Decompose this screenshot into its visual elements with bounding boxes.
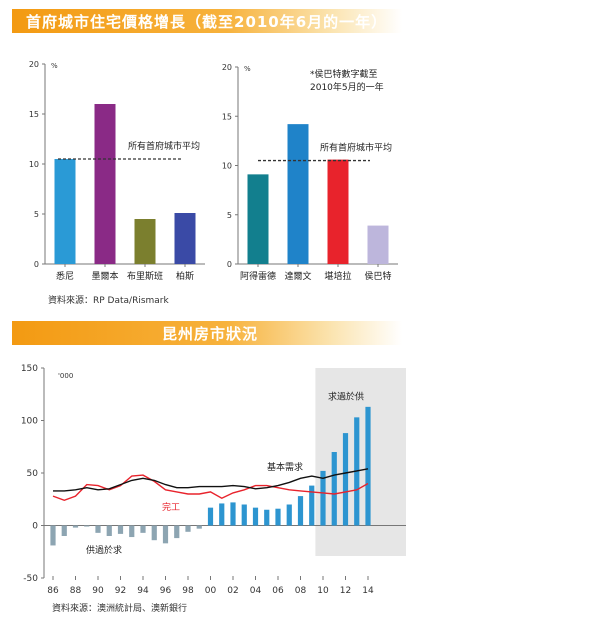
left-chart-bar xyxy=(134,219,156,264)
source-note-price-growth: 資料來源：RP Data/Rismark xyxy=(48,296,169,306)
combo-x-tick-label: 94 xyxy=(137,586,149,596)
section-banner-qld-market: 昆州房市狀況 xyxy=(12,321,402,345)
combo-x-tick-label: 06 xyxy=(272,586,284,596)
shaded-region xyxy=(315,368,406,556)
completions-line xyxy=(52,474,369,502)
left-chart-y-tick-label: 5 xyxy=(34,210,39,219)
right-chart-y-tick-label: 20 xyxy=(222,63,232,72)
combo-y-tick-label: 0 xyxy=(32,522,38,532)
supply-gap-bar xyxy=(331,452,337,526)
supply-gap-bar xyxy=(230,502,236,526)
right-chart-y-tick-label: 0 xyxy=(227,260,232,269)
right-chart-bar xyxy=(247,174,269,264)
combo-x-tick-label: 96 xyxy=(160,586,172,596)
supply-gap-bar xyxy=(117,525,124,534)
supply-gap-bar xyxy=(95,525,101,533)
supply-gap-bar xyxy=(241,504,247,526)
underlying-demand-label: 基本需求 xyxy=(267,461,303,473)
right-chart-category-label: 阿得雷德 xyxy=(240,270,276,282)
supply-gap-bar xyxy=(72,525,79,528)
supply-gap-label: 供過於求 xyxy=(86,544,122,556)
combo-x-tick-label: 08 xyxy=(295,586,307,596)
supply-gap-bar xyxy=(174,525,180,539)
left-chart-category-label: 悉尼 xyxy=(56,270,74,282)
supply-gap-bar xyxy=(185,525,191,532)
right-chart-note-line2: 2010年5月的一年 xyxy=(310,81,384,93)
section-title-qld-market: 昆州房市狀況 xyxy=(162,325,259,343)
right-chart-note-line1: *侯巴特數字截至 xyxy=(310,68,378,80)
right-chart-bar xyxy=(367,225,389,264)
combo-x-tick-label: 12 xyxy=(340,586,351,596)
right-chart-category-label: 達爾文 xyxy=(284,270,311,282)
left-chart-bar xyxy=(54,159,76,264)
combo-x-tick-label: 92 xyxy=(115,586,126,596)
supply-gap-bar xyxy=(106,525,112,536)
supply-gap-bar xyxy=(207,507,214,526)
right-chart-y-tick-label: 15 xyxy=(222,112,232,121)
supply-gap-bar xyxy=(162,525,169,544)
left-chart-category-label: 布里斯班 xyxy=(127,270,163,282)
underlying-demand-line xyxy=(53,468,369,492)
right-chart-y-tick-label: 5 xyxy=(227,211,232,220)
left-chart-bar xyxy=(174,213,196,264)
shaded-region-label: 求過於供 xyxy=(328,391,364,403)
supply-gap-bar xyxy=(252,507,259,526)
supply-gap-bar xyxy=(129,525,135,538)
combo-x-tick-label: 02 xyxy=(227,586,238,596)
right-chart-bar xyxy=(327,159,349,264)
combo-x-tick-label: 14 xyxy=(362,586,374,596)
combo-y-tick-label: 50 xyxy=(27,469,39,479)
section-title-price-growth: 首府城市住宅價格增長（截至2010年6月的一年） xyxy=(26,13,388,31)
left-chart-y-tick-label: 15 xyxy=(29,110,39,119)
supply-gap-bar xyxy=(61,525,67,536)
left-chart-bar xyxy=(94,104,116,264)
combo-x-tick-label: 86 xyxy=(47,586,59,596)
supply-gap-bar xyxy=(309,485,315,526)
left-chart-category-label: 柏斯 xyxy=(176,270,194,282)
combo-unit-label: '000 xyxy=(58,372,73,380)
left-chart-y-tick-label: 10 xyxy=(29,160,39,169)
supply-gap-bar xyxy=(50,525,56,546)
right-chart-bar xyxy=(287,124,309,264)
combo-x-tick-label: 90 xyxy=(92,586,104,596)
combo-x-tick-label: 88 xyxy=(70,586,82,596)
right-chart-category-label: 侯巴特 xyxy=(364,270,391,282)
left-chart-average-label: 所有首府城市平均 xyxy=(128,140,200,152)
supply-gap-bar xyxy=(320,470,326,526)
completions-label: 完工 xyxy=(162,501,180,513)
section-banner-price-growth: 首府城市住宅價格增長（截至2010年6月的一年） xyxy=(12,9,402,33)
supply-gap-bar xyxy=(84,525,90,527)
combo-y-tick-label: 100 xyxy=(21,417,38,427)
left-chart-y-tick-label: 0 xyxy=(34,260,39,269)
combo-x-tick-label: 00 xyxy=(205,586,217,596)
combo-x-tick-label: 10 xyxy=(317,586,329,596)
left-chart-y-tick-label: 20 xyxy=(29,60,39,69)
supply-gap-bar xyxy=(275,508,281,526)
supply-gap-bar xyxy=(297,496,304,526)
supply-gap-bar xyxy=(342,433,349,526)
left-chart-unit-label: % xyxy=(51,62,58,70)
supply-gap-bar xyxy=(264,509,270,526)
supply-gap-bar xyxy=(196,525,202,529)
combo-x-tick-label: 04 xyxy=(250,586,262,596)
combo-y-tick-label: 150 xyxy=(21,364,38,374)
supply-gap-bar xyxy=(365,406,371,526)
right-chart-category-label: 堪培拉 xyxy=(324,270,351,282)
combo-y-tick-label: -50 xyxy=(23,574,38,584)
supply-gap-bar xyxy=(140,525,146,533)
supply-gap-bar xyxy=(151,525,157,541)
combo-x-tick-label: 98 xyxy=(182,586,194,596)
right-chart-y-tick-label: 10 xyxy=(222,162,232,171)
right-chart-unit-label: % xyxy=(244,65,251,73)
supply-gap-bar xyxy=(286,504,292,526)
right-chart-average-label: 所有首府城市平均 xyxy=(320,142,392,154)
source-note-qld-housing: 資料來源：澳洲統計局、澳新銀行 xyxy=(52,604,188,614)
supply-gap-bar xyxy=(219,503,225,526)
left-chart-category-label: 墨爾本 xyxy=(91,270,118,282)
